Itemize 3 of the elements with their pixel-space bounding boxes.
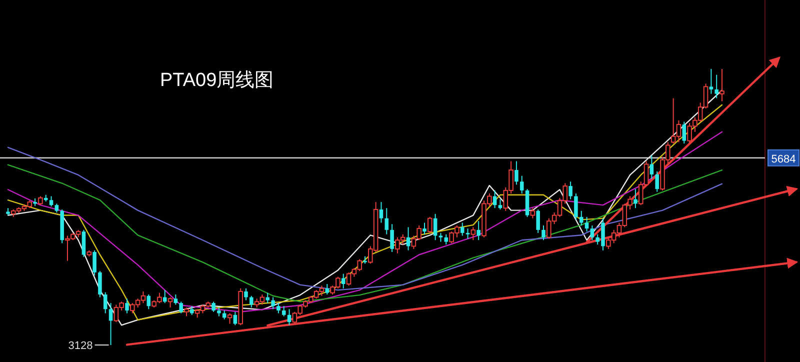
chart-title: PTA09周线图 xyxy=(160,70,274,91)
annotation: 3128 xyxy=(68,340,93,352)
text: 5684 xyxy=(771,153,796,166)
